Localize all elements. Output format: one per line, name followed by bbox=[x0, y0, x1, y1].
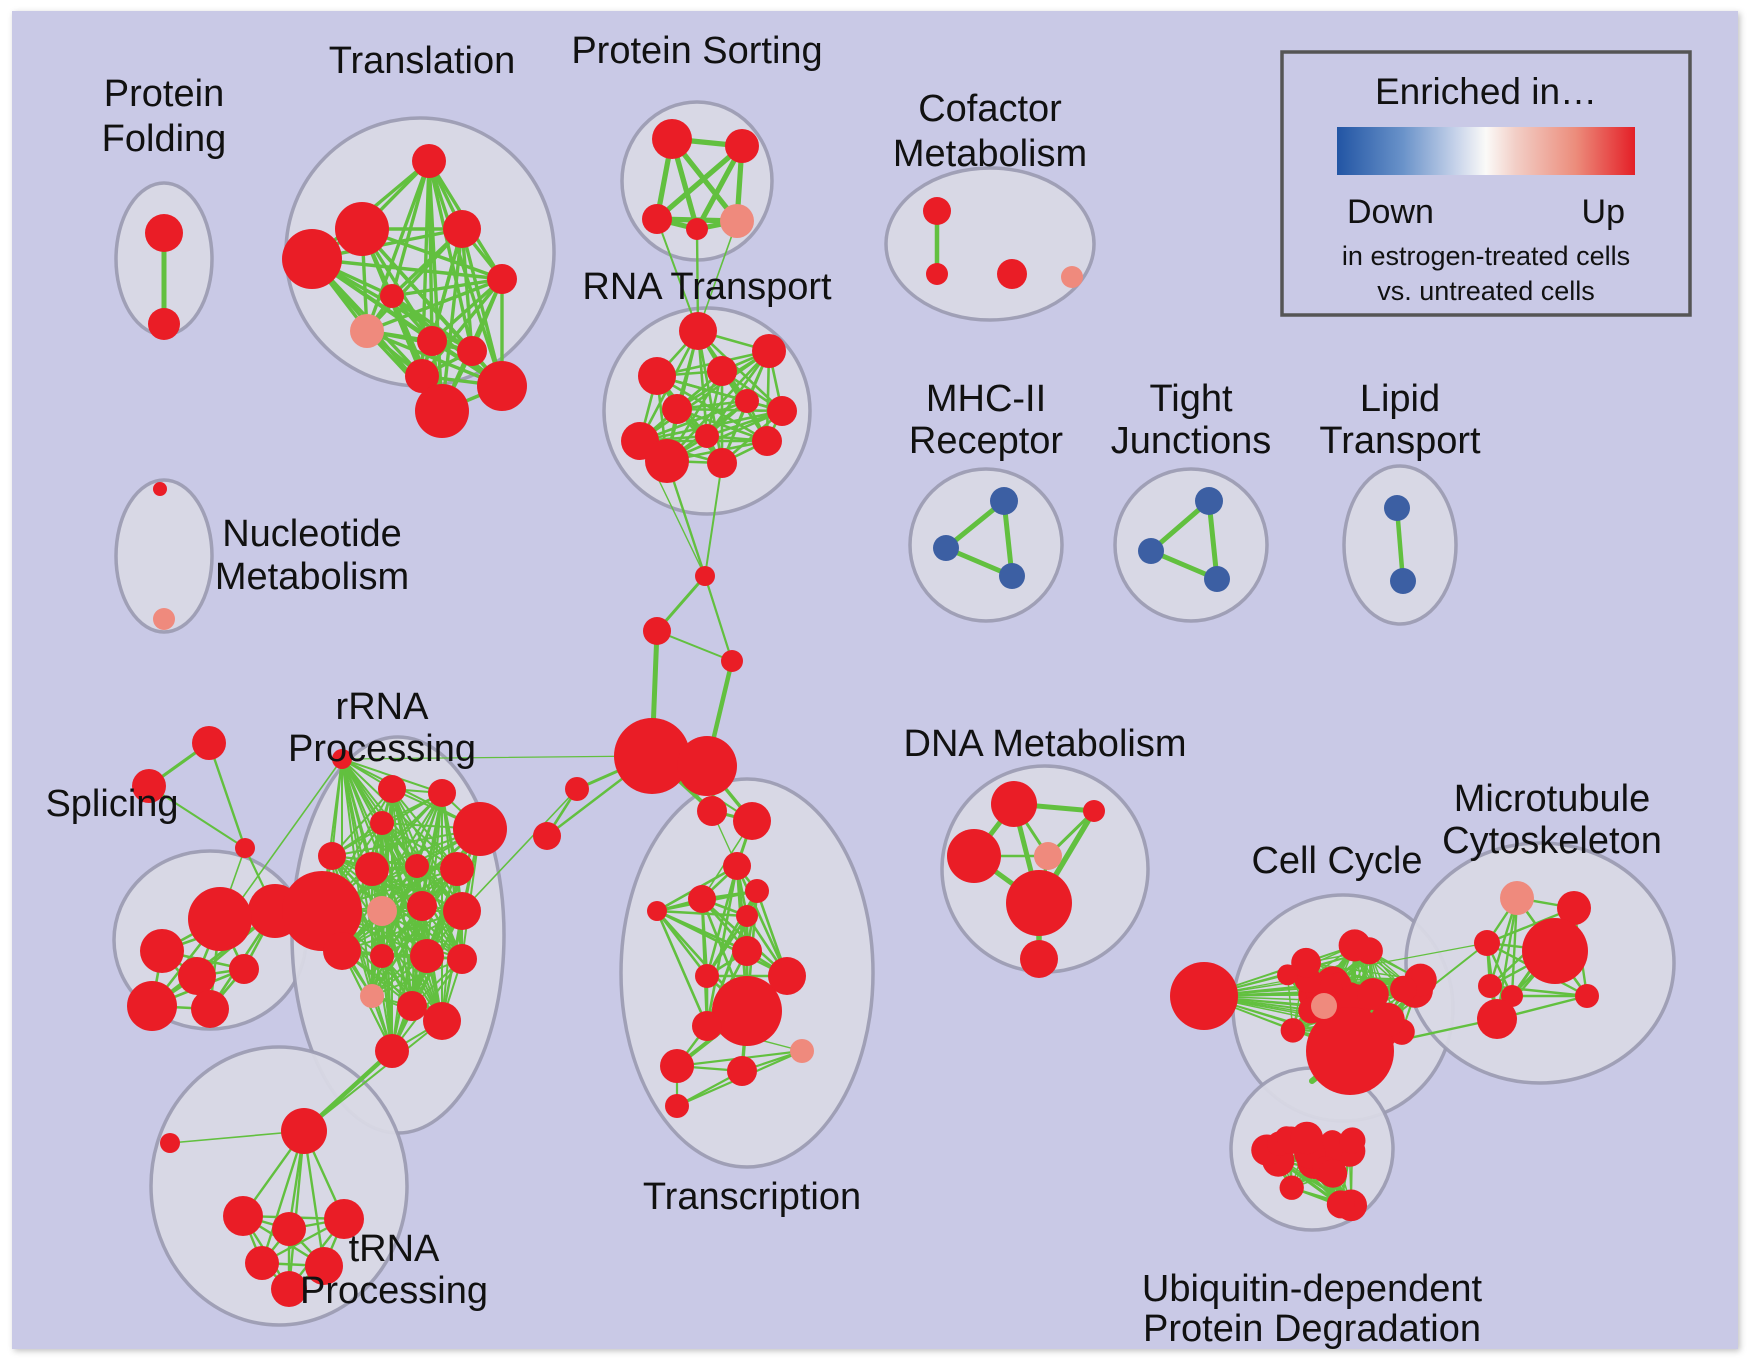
svg-text:Down: Down bbox=[1347, 193, 1434, 231]
svg-text:rRNA: rRNA bbox=[336, 686, 430, 728]
svg-text:Receptor: Receptor bbox=[909, 420, 1064, 462]
svg-text:Cytoskeleton: Cytoskeleton bbox=[1442, 820, 1662, 862]
svg-text:Junctions: Junctions bbox=[1111, 420, 1272, 462]
svg-text:in estrogen-treated cells: in estrogen-treated cells bbox=[1342, 241, 1630, 271]
svg-text:Splicing: Splicing bbox=[45, 783, 178, 825]
svg-text:Processing: Processing bbox=[300, 1270, 488, 1312]
svg-text:Cofactor: Cofactor bbox=[918, 88, 1062, 130]
svg-text:Processing: Processing bbox=[288, 728, 476, 770]
svg-text:DNA Metabolism: DNA Metabolism bbox=[904, 723, 1187, 765]
svg-text:MHC-II: MHC-II bbox=[926, 378, 1046, 420]
svg-text:Folding: Folding bbox=[102, 118, 227, 160]
svg-text:Cell Cycle: Cell Cycle bbox=[1251, 840, 1422, 882]
svg-text:Metabolism: Metabolism bbox=[215, 556, 409, 598]
svg-text:vs. untreated cells: vs. untreated cells bbox=[1377, 276, 1595, 306]
svg-text:Protein Degradation: Protein Degradation bbox=[1143, 1308, 1481, 1349]
svg-text:Nucleotide: Nucleotide bbox=[222, 513, 402, 555]
svg-text:Lipid: Lipid bbox=[1360, 378, 1440, 420]
svg-text:Up: Up bbox=[1582, 193, 1625, 231]
svg-text:Microtubule: Microtubule bbox=[1454, 778, 1650, 820]
svg-text:Protein Sorting: Protein Sorting bbox=[571, 30, 822, 72]
svg-text:tRNA: tRNA bbox=[349, 1228, 440, 1270]
svg-text:Tight: Tight bbox=[1149, 378, 1233, 420]
svg-text:Enriched in…: Enriched in… bbox=[1375, 71, 1597, 112]
svg-text:Transport: Transport bbox=[1319, 420, 1481, 462]
svg-text:Ubiquitin-dependent: Ubiquitin-dependent bbox=[1142, 1268, 1483, 1310]
svg-text:RNA Transport: RNA Transport bbox=[582, 266, 832, 308]
svg-text:Transcription: Transcription bbox=[643, 1176, 861, 1218]
svg-text:Protein: Protein bbox=[104, 73, 224, 115]
svg-text:Translation: Translation bbox=[329, 40, 516, 82]
svg-text:Metabolism: Metabolism bbox=[893, 133, 1087, 175]
